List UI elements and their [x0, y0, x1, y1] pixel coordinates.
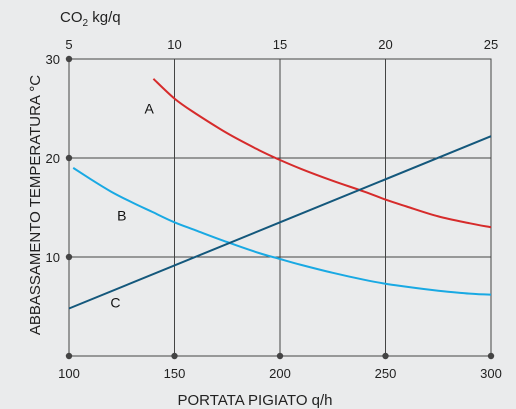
x-axis-dot — [65, 352, 73, 360]
series-line-a — [152, 78, 492, 229]
x-axis-dot — [382, 352, 389, 360]
top-tick-label: 20 — [378, 37, 392, 52]
x-axis-title: PORTATA PIGIATO q/h — [177, 392, 332, 409]
tick-labels: 100 150 200 250 300 10 20 30 5 10 15 20 25 — [46, 37, 502, 381]
top-tick-label: 15 — [273, 37, 287, 52]
x-axis-dot — [487, 352, 495, 360]
top-axis-title: CO2 kg/q — [60, 9, 121, 29]
top-tick-label: 25 — [484, 37, 498, 52]
y-axis-title: ABBASSAMENTO TEMPERATURA °C — [27, 75, 44, 335]
x-tick-label: 200 — [269, 366, 291, 381]
y-axis-dot — [65, 55, 73, 63]
x-tick-label: 150 — [164, 366, 186, 381]
curve-labels: A B C — [110, 101, 154, 311]
y-tick-label: 10 — [46, 250, 60, 265]
x-tick-label: 300 — [480, 366, 502, 381]
series-line-b — [72, 167, 492, 296]
top-tick-label: 5 — [65, 37, 72, 52]
top-tick-label: 10 — [167, 37, 181, 52]
curve-label-c: C — [110, 295, 120, 311]
curve-label-b: B — [117, 207, 126, 223]
x-axis-dot — [276, 352, 284, 360]
y-axis-dot — [65, 154, 73, 162]
y-tick-label: 30 — [46, 52, 60, 67]
y-tick-label: 20 — [46, 151, 60, 166]
curve-label-a: A — [145, 101, 155, 117]
series-layer — [68, 78, 492, 310]
x-axis-dot — [171, 352, 178, 360]
x-tick-label: 100 — [58, 366, 80, 381]
y-axis-dot — [65, 253, 73, 261]
axis-dots — [65, 55, 495, 360]
series-line-c — [68, 135, 492, 310]
grid — [68, 58, 492, 357]
x-tick-label: 250 — [375, 366, 397, 381]
